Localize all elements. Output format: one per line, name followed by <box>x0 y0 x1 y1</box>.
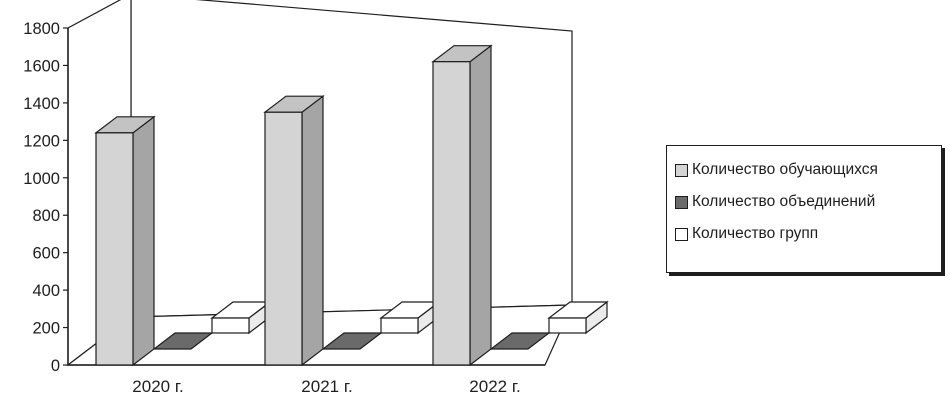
bar <box>152 332 214 350</box>
bar <box>321 332 383 350</box>
legend-item: Количество обучающихся <box>675 154 941 186</box>
bar <box>94 115 156 367</box>
y-tick-label: 800 <box>32 207 60 225</box>
legend-swatch-icon <box>675 227 688 241</box>
bar <box>431 44 493 367</box>
y-tick-label: 200 <box>32 320 60 338</box>
legend-swatch-icon <box>675 195 688 209</box>
y-tick-label: 1800 <box>23 20 60 38</box>
x-tick-label: 2021 г. <box>301 377 352 396</box>
y-tick-label: 1000 <box>23 170 60 188</box>
x-tick-label: 2022 г. <box>469 377 520 396</box>
legend-item: Количество групп <box>675 218 941 250</box>
y-tick-label: 1600 <box>23 57 60 75</box>
bar <box>210 300 272 335</box>
legend: Количество обучающихся Количество объеди… <box>666 145 942 273</box>
x-tick-labels: 2020 г. 2021 г. 2022 г. <box>132 377 520 396</box>
legend-label: Количество обучающихся <box>692 161 878 178</box>
bar <box>489 332 551 350</box>
y-tick-label: 0 <box>51 357 60 375</box>
y-tick-label: 1400 <box>23 95 60 113</box>
bar <box>263 94 325 367</box>
x-tick-label: 2020 г. <box>132 377 183 396</box>
legend-swatch-icon <box>675 163 688 177</box>
bar <box>547 300 609 335</box>
legend-label: Количество групп <box>692 225 819 242</box>
y-tick-labels: 0 200 400 600 800 1000 1200 1400 1600 1800 <box>23 20 60 375</box>
legend-item: Количество объединений <box>675 186 941 218</box>
bars <box>94 44 609 367</box>
y-tick-label: 400 <box>32 282 60 300</box>
y-tick-label: 600 <box>32 245 60 263</box>
legend-label: Количество объединений <box>692 193 876 210</box>
y-tick-label: 1200 <box>23 132 60 150</box>
back-wall <box>130 0 573 318</box>
